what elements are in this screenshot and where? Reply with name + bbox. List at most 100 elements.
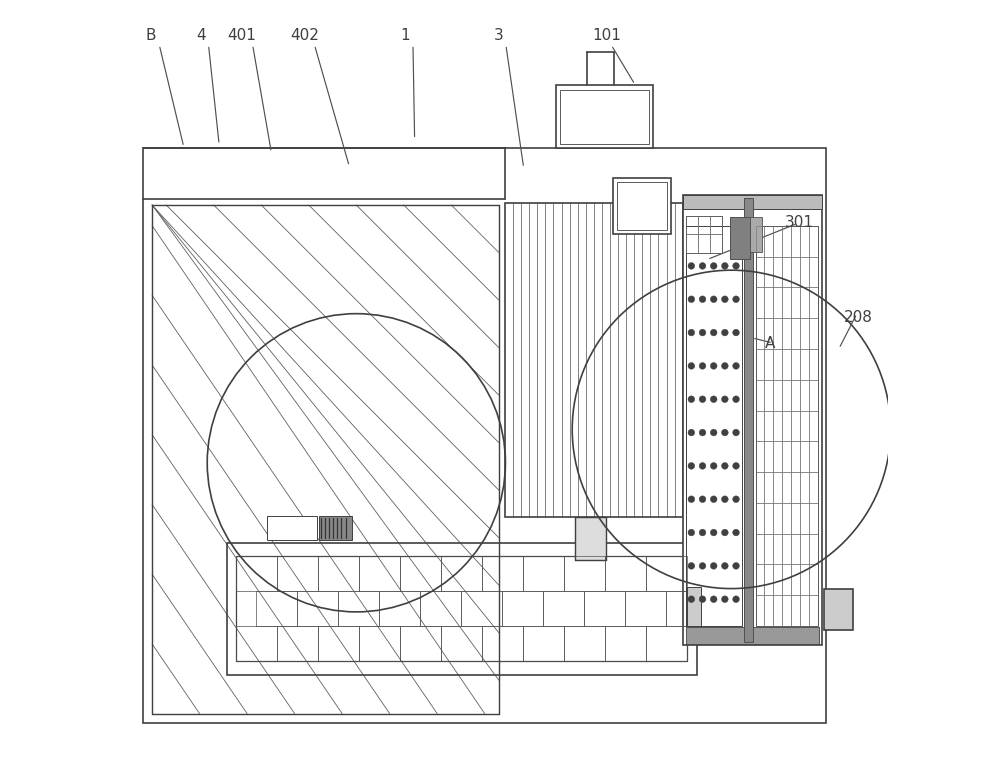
Bar bbox=[277, 626, 318, 661]
Bar bbox=[482, 626, 523, 661]
Bar bbox=[666, 591, 687, 626]
Bar bbox=[613, 177, 671, 233]
Bar bbox=[809, 257, 818, 287]
Bar bbox=[400, 626, 441, 661]
Bar bbox=[791, 318, 800, 349]
Bar bbox=[236, 556, 277, 591]
Bar bbox=[773, 318, 782, 349]
Bar bbox=[791, 226, 800, 257]
Circle shape bbox=[733, 396, 739, 402]
Bar bbox=[791, 411, 800, 441]
Bar bbox=[605, 626, 646, 661]
Circle shape bbox=[733, 529, 739, 536]
Bar bbox=[756, 595, 764, 626]
Bar bbox=[505, 202, 683, 517]
Bar bbox=[750, 216, 762, 251]
Bar bbox=[359, 626, 400, 661]
Bar bbox=[791, 257, 800, 287]
Bar bbox=[824, 590, 853, 629]
Bar bbox=[764, 564, 773, 595]
Bar bbox=[809, 318, 818, 349]
Circle shape bbox=[722, 329, 728, 336]
Text: B: B bbox=[145, 28, 156, 43]
Bar bbox=[236, 556, 687, 661]
Bar bbox=[773, 595, 782, 626]
Bar bbox=[152, 205, 499, 713]
Bar bbox=[502, 591, 543, 626]
Bar bbox=[698, 216, 710, 234]
Bar bbox=[809, 472, 818, 503]
Bar bbox=[809, 441, 818, 472]
Circle shape bbox=[688, 396, 695, 402]
Bar bbox=[625, 591, 666, 626]
Bar bbox=[756, 534, 764, 564]
Bar bbox=[227, 543, 697, 675]
Bar bbox=[773, 411, 782, 441]
Bar bbox=[809, 380, 818, 411]
Bar bbox=[297, 591, 338, 626]
Circle shape bbox=[722, 363, 728, 370]
Bar bbox=[800, 595, 809, 626]
Bar bbox=[809, 534, 818, 564]
Bar bbox=[782, 226, 791, 257]
Bar bbox=[782, 564, 791, 595]
Bar bbox=[605, 556, 646, 591]
Circle shape bbox=[722, 396, 728, 402]
Circle shape bbox=[699, 329, 706, 336]
Bar bbox=[773, 503, 782, 534]
Bar bbox=[756, 318, 764, 349]
Bar bbox=[584, 591, 625, 626]
Circle shape bbox=[688, 329, 695, 336]
Circle shape bbox=[733, 596, 739, 602]
Circle shape bbox=[699, 596, 706, 602]
Bar bbox=[698, 234, 710, 253]
Bar bbox=[809, 595, 818, 626]
Text: 402: 402 bbox=[290, 28, 319, 43]
Bar bbox=[318, 626, 359, 661]
Circle shape bbox=[688, 363, 695, 370]
Bar bbox=[791, 472, 800, 503]
Circle shape bbox=[688, 596, 695, 602]
Text: 3: 3 bbox=[494, 28, 503, 43]
Circle shape bbox=[710, 496, 717, 503]
Bar bbox=[782, 349, 791, 380]
Bar bbox=[756, 564, 764, 595]
Circle shape bbox=[722, 429, 728, 436]
Bar bbox=[359, 556, 400, 591]
Bar bbox=[686, 216, 722, 253]
Bar bbox=[791, 441, 800, 472]
Bar bbox=[800, 287, 809, 318]
Bar bbox=[256, 591, 297, 626]
Circle shape bbox=[733, 562, 739, 569]
Circle shape bbox=[699, 429, 706, 436]
Bar bbox=[543, 591, 584, 626]
Bar bbox=[756, 380, 764, 411]
Bar bbox=[710, 234, 722, 253]
Bar bbox=[791, 503, 800, 534]
Bar bbox=[686, 626, 819, 643]
Bar bbox=[764, 257, 773, 287]
Text: 208: 208 bbox=[844, 310, 873, 325]
Bar bbox=[773, 534, 782, 564]
Bar bbox=[800, 534, 809, 564]
Text: 4: 4 bbox=[196, 28, 206, 43]
Bar bbox=[791, 349, 800, 380]
Circle shape bbox=[710, 296, 717, 303]
Bar bbox=[756, 472, 764, 503]
Bar bbox=[564, 556, 605, 591]
Bar bbox=[791, 595, 800, 626]
Bar bbox=[773, 349, 782, 380]
Bar bbox=[756, 411, 764, 441]
Circle shape bbox=[733, 363, 739, 370]
Circle shape bbox=[722, 262, 728, 269]
Circle shape bbox=[699, 529, 706, 536]
Bar bbox=[710, 216, 722, 234]
Bar bbox=[782, 257, 791, 287]
Circle shape bbox=[688, 296, 695, 303]
Bar bbox=[764, 380, 773, 411]
Bar bbox=[617, 181, 667, 230]
Text: A: A bbox=[765, 336, 775, 352]
Bar bbox=[782, 318, 791, 349]
Circle shape bbox=[722, 496, 728, 503]
Bar bbox=[236, 626, 277, 661]
